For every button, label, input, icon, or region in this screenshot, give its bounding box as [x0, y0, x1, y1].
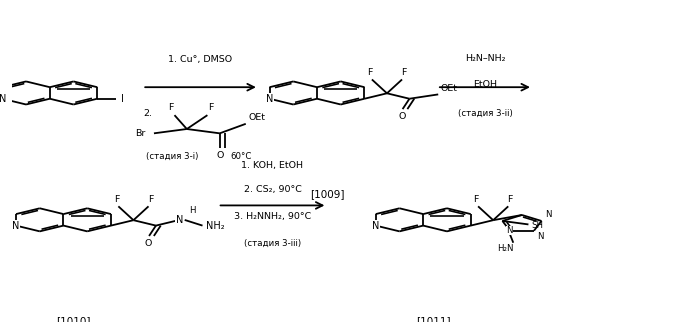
Text: NH₂: NH₂ [206, 221, 225, 231]
Text: 3. H₂NNH₂, 90°C: 3. H₂NNH₂, 90°C [234, 213, 311, 222]
Text: OEt: OEt [248, 112, 265, 121]
Text: H₂N–NH₂: H₂N–NH₂ [465, 54, 505, 63]
Text: N: N [13, 221, 20, 231]
Text: Br: Br [135, 129, 146, 138]
Text: F: F [401, 68, 407, 77]
Text: I: I [121, 94, 124, 104]
Text: F: F [208, 103, 214, 112]
Text: H₂N: H₂N [497, 244, 513, 253]
Text: SH: SH [531, 221, 543, 230]
Text: F: F [367, 68, 373, 77]
Text: N: N [372, 221, 380, 231]
Text: 60°C: 60°C [230, 152, 252, 161]
Text: 1. Cu°, DMSO: 1. Cu°, DMSO [168, 55, 232, 64]
Text: [1011]: [1011] [416, 316, 451, 322]
Text: OEt: OEt [441, 84, 458, 93]
Text: F: F [168, 103, 174, 112]
Text: EtOH: EtOH [473, 80, 497, 89]
Text: [1010]: [1010] [57, 316, 91, 322]
Text: N: N [0, 94, 6, 104]
Text: N: N [545, 210, 551, 219]
Text: F: F [148, 195, 154, 204]
Text: F: F [473, 195, 479, 204]
Text: O: O [399, 112, 406, 121]
Text: (стадия 3-i): (стадия 3-i) [146, 152, 198, 161]
Text: N: N [507, 226, 513, 235]
Text: 2. CS₂, 90°C: 2. CS₂, 90°C [244, 185, 302, 194]
Text: N: N [537, 232, 544, 241]
Text: 1. KOH, EtOH: 1. KOH, EtOH [242, 161, 304, 170]
Text: N: N [175, 215, 183, 225]
Text: F: F [114, 195, 119, 204]
Text: N: N [266, 94, 273, 104]
Text: O: O [216, 151, 223, 160]
Text: [1009]: [1009] [310, 189, 345, 199]
Text: 2.: 2. [144, 109, 153, 118]
Text: F: F [507, 195, 513, 204]
Text: H: H [188, 206, 195, 215]
Text: O: O [144, 239, 152, 248]
Text: (стадия 3-iii): (стадия 3-iii) [244, 238, 301, 247]
Text: (стадия 3-ii): (стадия 3-ii) [457, 109, 512, 118]
